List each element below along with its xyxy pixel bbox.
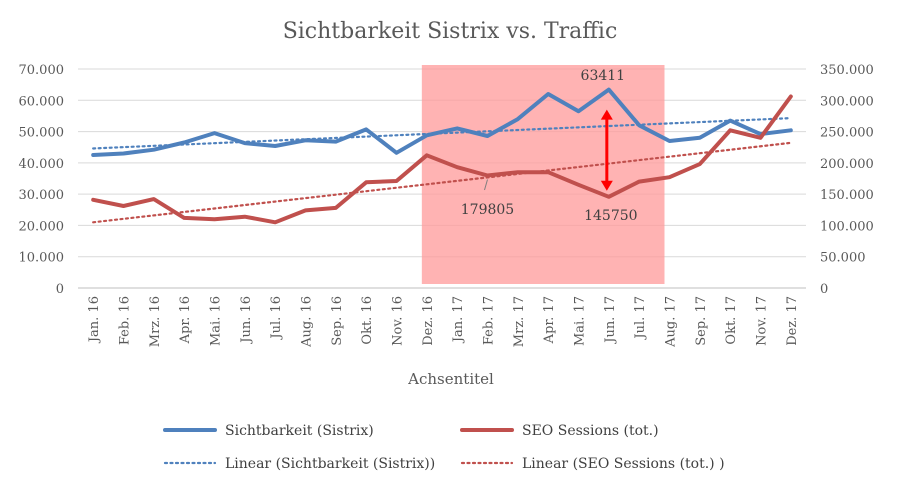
legend-label: Linear (Sichtbarkeit (Sistrix)) <box>225 456 435 472</box>
callout-line <box>484 179 488 191</box>
y-right-tick-label: 250.000 <box>820 126 874 141</box>
x-tick-label: Mrz. 17 <box>512 296 527 347</box>
peak-label: 63411 <box>581 68 626 84</box>
x-tick-label: Sep. 17 <box>694 296 709 346</box>
legend-label: Sichtbarkeit (Sistrix) <box>225 423 374 439</box>
x-tick-label: Sep. 16 <box>330 296 345 346</box>
x-tick-label: Jul. 17 <box>633 296 648 341</box>
x-tick-label: Jul. 16 <box>269 296 284 341</box>
series-line <box>91 87 793 157</box>
y-axis-left: 0 10.000 20.000 30.000 40.000 50.000 60.000 70.… <box>19 63 65 297</box>
x-tick-label: Apr. 16 <box>178 296 193 344</box>
x-axis-title: Achsentitel <box>407 370 494 388</box>
y-right-tick-label: 300.000 <box>820 94 874 109</box>
annotations: 63411 179805 145750 <box>461 68 638 224</box>
x-tick-label: Aug. 17 <box>664 296 679 348</box>
x-tick-label: Mai. 17 <box>573 296 588 346</box>
y-left-tick-label: 30.000 <box>19 188 65 203</box>
x-tick-label: Okt. 16 <box>360 296 375 345</box>
chart-title: Sichtbarkeit Sistrix vs. Traffic <box>283 19 618 44</box>
y-axis-right: 0 50.000 100.000 150.000 200.000 250.000 300.0… <box>820 63 874 297</box>
arrow-head-up <box>600 109 613 120</box>
x-tick-label: Nov. 16 <box>391 296 406 346</box>
x-tick-label: Dez. 16 <box>421 296 436 346</box>
x-tick-label: Mai. 16 <box>209 296 224 346</box>
y-left-tick-label: 70.000 <box>19 63 65 78</box>
x-tick-label: Apr. 17 <box>542 296 557 344</box>
x-tick-label: Jan. 17 <box>451 296 466 344</box>
low-label-1: 179805 <box>461 202 514 218</box>
y-right-tick-label: 100.000 <box>820 219 874 234</box>
x-tick-label: Jun. 17 <box>603 296 618 345</box>
y-right-tick-label: 150.000 <box>820 188 874 203</box>
y-left-tick-label: 50.000 <box>19 126 65 141</box>
series-line <box>91 94 793 225</box>
trendline <box>92 141 792 224</box>
y-left-tick-label: 20.000 <box>19 219 65 234</box>
x-tick-label: Feb. 16 <box>118 296 133 345</box>
y-left-tick-label: 40.000 <box>19 157 65 172</box>
y-right-tick-label: 350.000 <box>820 63 874 78</box>
x-axis: Jan. 16 Feb. 16 Mrz. 16 Apr. 16 Mai. 16 Jun. … <box>78 287 806 348</box>
y-left-tick-label: 0 <box>56 282 64 297</box>
legend-label: SEO Sessions (tot.) <box>522 423 659 439</box>
x-tick-label: Jun. 16 <box>239 296 254 345</box>
x-tick-label: Dez. 17 <box>785 296 800 346</box>
x-tick-label: Feb. 17 <box>482 296 497 345</box>
x-tick-label: Jan. 16 <box>87 296 102 344</box>
x-tick-label: Mrz. 16 <box>148 296 163 347</box>
y-right-tick-label: 0 <box>820 282 828 297</box>
low-label-2: 145750 <box>584 208 637 224</box>
arrow-head-down <box>600 180 613 191</box>
y-right-tick-label: 200.000 <box>820 157 874 172</box>
y-left-tick-label: 10.000 <box>19 251 65 266</box>
y-right-tick-label: 50.000 <box>820 251 866 266</box>
x-tick-label: Aug. 16 <box>300 296 315 348</box>
highlight-region <box>421 65 665 284</box>
series-lines <box>91 87 793 225</box>
legend: Sichtbarkeit (Sistrix) SEO Sessions (tot.… <box>163 423 725 472</box>
x-tick-label: Nov. 17 <box>755 296 770 346</box>
legend-label: Linear (SEO Sessions (tot.) ) <box>522 456 725 472</box>
x-tick-label: Okt. 17 <box>724 296 739 345</box>
y-left-tick-label: 60.000 <box>19 94 65 109</box>
